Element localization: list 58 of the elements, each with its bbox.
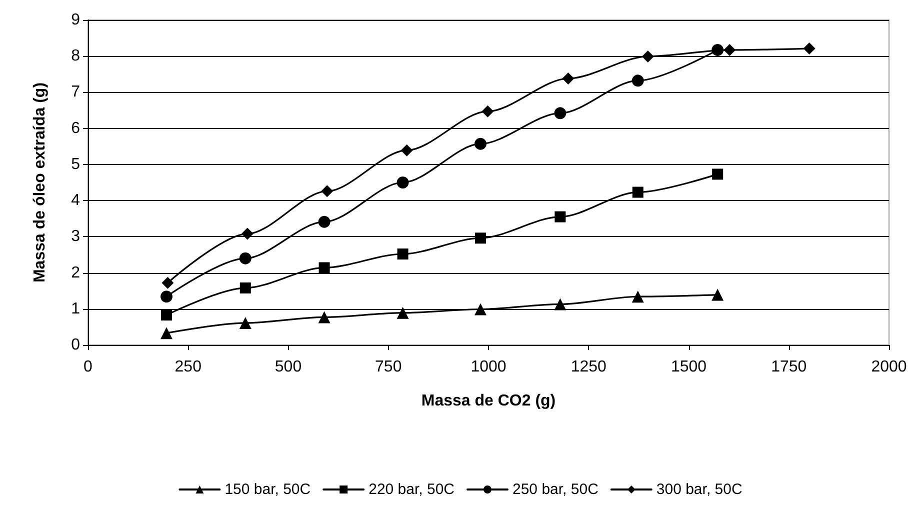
point bbox=[554, 107, 566, 120]
point bbox=[554, 298, 566, 310]
point bbox=[161, 310, 172, 321]
point bbox=[642, 50, 654, 62]
legend-label: 220 bar, 50C bbox=[368, 481, 455, 498]
point bbox=[632, 74, 644, 87]
point bbox=[474, 138, 486, 150]
point bbox=[474, 232, 486, 244]
point bbox=[318, 262, 330, 274]
point bbox=[724, 44, 736, 56]
x-tick-label: 0 bbox=[84, 358, 93, 376]
point bbox=[562, 72, 574, 84]
y-tick-label: 7 bbox=[71, 84, 80, 101]
y-tick-label: 2 bbox=[71, 264, 80, 282]
point bbox=[803, 42, 816, 55]
point bbox=[712, 288, 724, 301]
y-tick-label: 0 bbox=[71, 336, 80, 354]
point bbox=[554, 211, 566, 222]
point bbox=[160, 290, 172, 303]
y-tick-label: 8 bbox=[71, 48, 80, 65]
legend-label: 300 bar, 50C bbox=[656, 481, 742, 498]
legend-label: 150 bar, 50C bbox=[224, 481, 311, 498]
y-tick-label: 5 bbox=[71, 156, 80, 173]
point bbox=[474, 303, 486, 316]
x-tick-label: 1000 bbox=[470, 358, 506, 376]
point bbox=[240, 282, 251, 294]
y-tick-label: 1 bbox=[71, 300, 80, 318]
y-axis-title: Massa de óleo extraída (g) bbox=[32, 82, 48, 283]
y-tick-label: 3 bbox=[71, 228, 80, 246]
point bbox=[396, 306, 409, 319]
y-tick-label: 9 bbox=[71, 12, 80, 28]
point bbox=[482, 105, 494, 118]
point bbox=[632, 186, 644, 198]
point bbox=[712, 44, 724, 56]
point bbox=[400, 144, 413, 156]
x-tick-label: 1250 bbox=[570, 358, 607, 376]
y-tick-label: 6 bbox=[71, 120, 80, 137]
y-tick-label: 4 bbox=[71, 192, 80, 210]
x-axis-title: Massa de CO2 (g) bbox=[421, 392, 556, 410]
point bbox=[239, 316, 252, 329]
point bbox=[396, 176, 409, 188]
point bbox=[318, 311, 330, 324]
point bbox=[318, 216, 330, 228]
point bbox=[321, 185, 334, 198]
x-tick-label: 1500 bbox=[670, 358, 707, 376]
point bbox=[160, 327, 172, 340]
point bbox=[632, 290, 644, 303]
x-tick-label: 500 bbox=[274, 358, 302, 376]
point bbox=[241, 228, 254, 240]
point bbox=[239, 252, 252, 264]
x-tick-label: 750 bbox=[375, 358, 402, 376]
point bbox=[397, 248, 408, 260]
point bbox=[712, 168, 724, 180]
x-tick-label: 1750 bbox=[771, 358, 807, 376]
x-tick-label: 2000 bbox=[871, 358, 907, 376]
point bbox=[162, 276, 174, 289]
legend-label: 250 bar, 50C bbox=[512, 481, 599, 498]
x-tick-label: 250 bbox=[174, 358, 202, 376]
